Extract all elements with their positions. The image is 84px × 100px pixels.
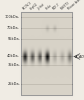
Text: 40kDa-: 40kDa-: [7, 54, 20, 58]
Text: 35kDa-: 35kDa-: [7, 63, 20, 67]
Text: 100kDa-: 100kDa-: [5, 15, 20, 19]
Text: MCF-7: MCF-7: [52, 2, 61, 11]
Text: SK-OV-3: SK-OV-3: [22, 1, 33, 11]
Text: 70kDa-: 70kDa-: [7, 26, 20, 30]
Text: NIH/3T3: NIH/3T3: [59, 1, 70, 11]
Text: HepG2: HepG2: [29, 2, 39, 11]
Text: 25kDa-: 25kDa-: [7, 82, 20, 86]
Text: Mouse brain: Mouse brain: [67, 0, 82, 11]
Text: HeLa: HeLa: [44, 4, 52, 11]
Text: 55kDa-: 55kDa-: [7, 37, 20, 41]
Text: ACADL: ACADL: [75, 55, 84, 58]
Text: Jurkat: Jurkat: [37, 3, 46, 11]
